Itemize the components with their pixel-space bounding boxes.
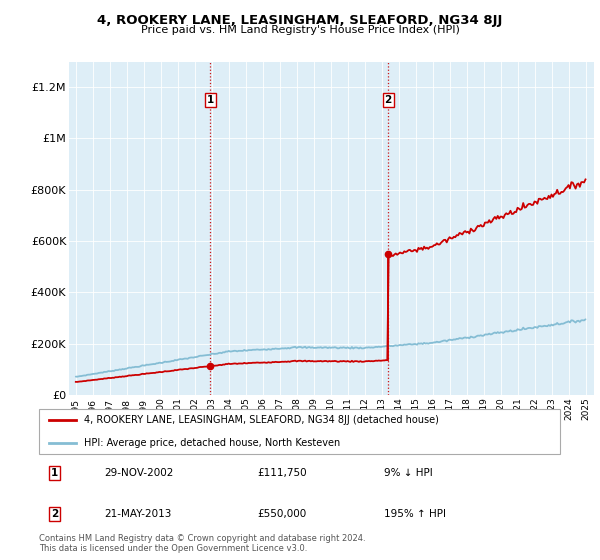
Text: 4, ROOKERY LANE, LEASINGHAM, SLEAFORD, NG34 8JJ: 4, ROOKERY LANE, LEASINGHAM, SLEAFORD, N…	[97, 14, 503, 27]
Text: £111,750: £111,750	[258, 468, 307, 478]
Text: Contains HM Land Registry data © Crown copyright and database right 2024.
This d: Contains HM Land Registry data © Crown c…	[39, 534, 365, 553]
Text: 1: 1	[51, 468, 58, 478]
Text: 1: 1	[206, 95, 214, 105]
Text: 9% ↓ HPI: 9% ↓ HPI	[385, 468, 433, 478]
Text: 29-NOV-2002: 29-NOV-2002	[104, 468, 174, 478]
Text: 4, ROOKERY LANE, LEASINGHAM, SLEAFORD, NG34 8JJ (detached house): 4, ROOKERY LANE, LEASINGHAM, SLEAFORD, N…	[83, 416, 439, 426]
Text: 2: 2	[51, 509, 58, 519]
FancyBboxPatch shape	[38, 409, 560, 454]
Text: 195% ↑ HPI: 195% ↑ HPI	[385, 509, 446, 519]
Text: £550,000: £550,000	[258, 509, 307, 519]
Text: 2: 2	[385, 95, 392, 105]
Text: Price paid vs. HM Land Registry's House Price Index (HPI): Price paid vs. HM Land Registry's House …	[140, 25, 460, 35]
Text: 21-MAY-2013: 21-MAY-2013	[104, 509, 172, 519]
Text: HPI: Average price, detached house, North Kesteven: HPI: Average price, detached house, Nort…	[83, 438, 340, 448]
